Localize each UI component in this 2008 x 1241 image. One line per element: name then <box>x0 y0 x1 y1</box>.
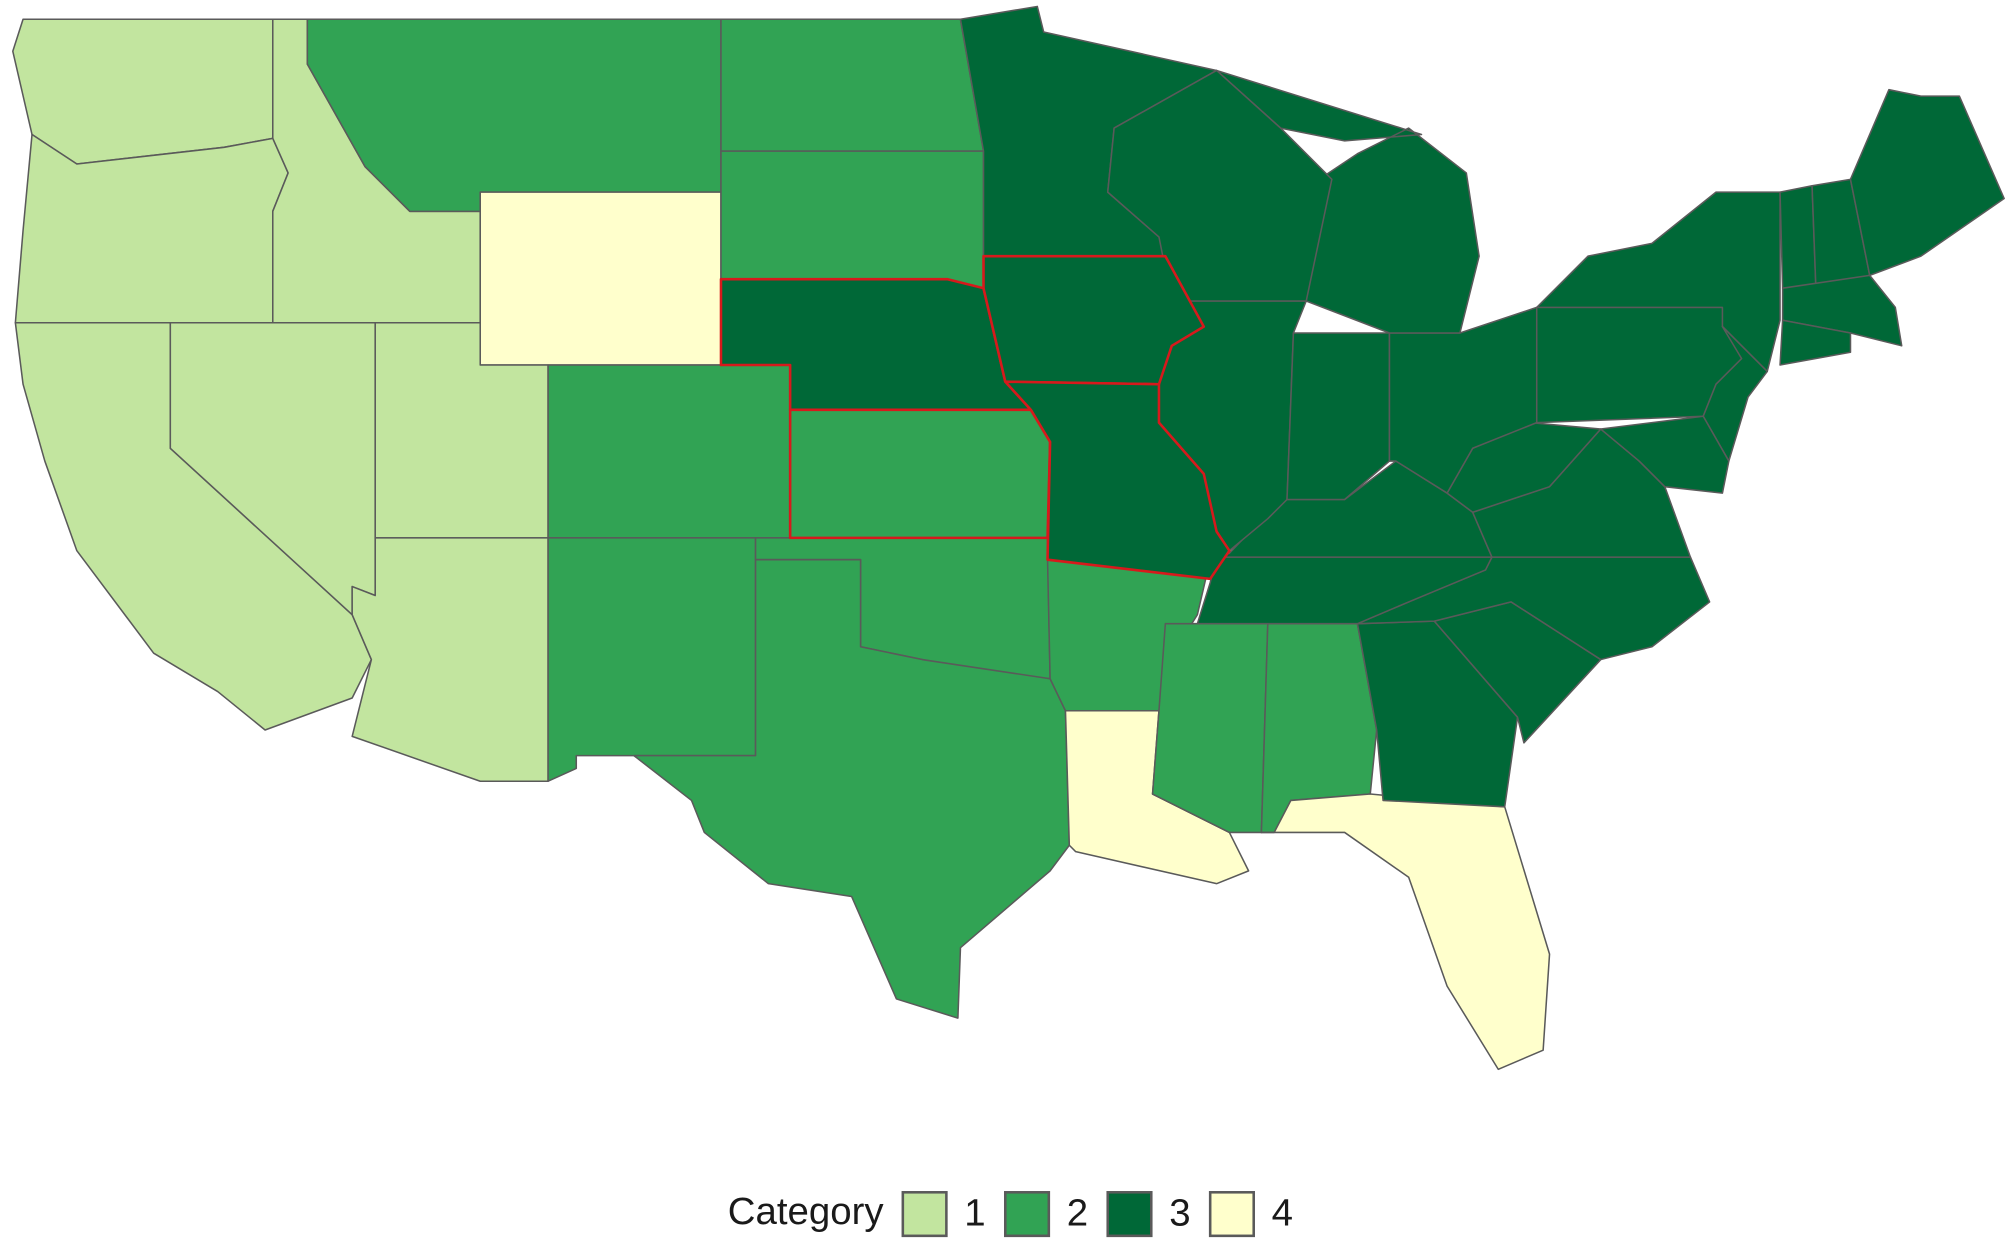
legend-title: Category <box>728 1190 885 1233</box>
regions <box>12 5 2005 1071</box>
region <box>720 18 985 152</box>
legend-swatch <box>1106 1191 1153 1238</box>
legend-swatch <box>901 1191 948 1238</box>
region <box>788 408 1052 540</box>
region <box>1779 184 1817 289</box>
legend-swatch <box>1208 1191 1255 1238</box>
region <box>1196 556 1493 625</box>
region <box>547 364 791 539</box>
region <box>1849 88 2005 277</box>
region <box>1260 793 1551 1071</box>
region <box>1286 332 1391 501</box>
legend-swatch <box>1003 1191 1051 1238</box>
region <box>982 254 1206 386</box>
region <box>1151 622 1269 834</box>
region <box>1004 380 1231 581</box>
region <box>547 537 757 782</box>
legend: Category 1 2 3 4 <box>728 1190 1293 1238</box>
region <box>351 537 549 782</box>
legend-label: 3 <box>1169 1191 1190 1234</box>
region <box>1388 306 1538 494</box>
legend-label: 1 <box>964 1191 985 1234</box>
region <box>1106 69 1333 302</box>
region <box>12 18 274 165</box>
region <box>1599 415 1730 494</box>
legend-label: 2 <box>1067 1191 1088 1234</box>
region <box>1779 319 1852 366</box>
region <box>1535 191 1781 373</box>
region <box>633 558 1071 1019</box>
region <box>14 133 289 324</box>
legend-label: 4 <box>1272 1191 1293 1234</box>
region <box>479 191 722 366</box>
region <box>720 150 985 289</box>
